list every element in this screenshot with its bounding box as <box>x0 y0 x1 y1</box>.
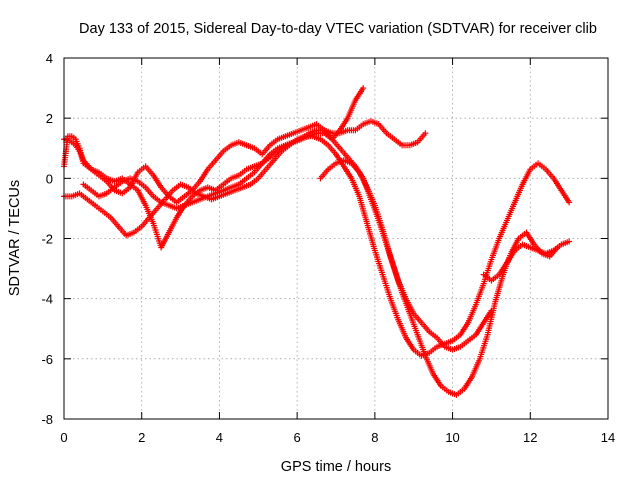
chart-title: Day 133 of 2015, Sidereal Day-to-day VTE… <box>79 21 597 37</box>
x-tick-label: 10 <box>445 430 459 445</box>
data-marks <box>61 85 573 398</box>
y-tick-label: -8 <box>41 412 53 427</box>
y-tick-label: 0 <box>46 171 53 186</box>
data-point <box>488 307 495 314</box>
grid-lines <box>64 58 608 419</box>
series-track-5 <box>317 157 495 353</box>
y-tick-label: 2 <box>46 111 53 126</box>
x-tick-label: 0 <box>60 430 67 445</box>
x-tick-label: 4 <box>216 430 223 445</box>
x-tick-label: 6 <box>294 430 301 445</box>
axis-ticks: 0 2 4 6 8 10 12 14 -8 -6 -4 -2 0 2 4 <box>41 51 615 445</box>
x-tick-label: 8 <box>371 430 378 445</box>
data-point <box>566 199 573 206</box>
y-tick-label: -2 <box>41 232 53 247</box>
data-point <box>566 238 573 245</box>
x-tick-label: 2 <box>138 430 145 445</box>
x-tick-label: 14 <box>601 430 615 445</box>
y-axis-label: SDTVAR / TECUs <box>7 180 23 296</box>
x-axis-label: GPS time / hours <box>281 459 391 475</box>
y-tick-label: -6 <box>41 352 53 367</box>
series-track-1 <box>61 85 367 206</box>
data-point <box>360 85 367 92</box>
x-tick-label: 12 <box>523 430 537 445</box>
data-point <box>422 130 429 137</box>
series-track-6 <box>480 238 573 284</box>
series-track-3 <box>61 133 573 359</box>
y-tick-label: -4 <box>41 292 53 307</box>
y-tick-label: 4 <box>46 51 53 66</box>
